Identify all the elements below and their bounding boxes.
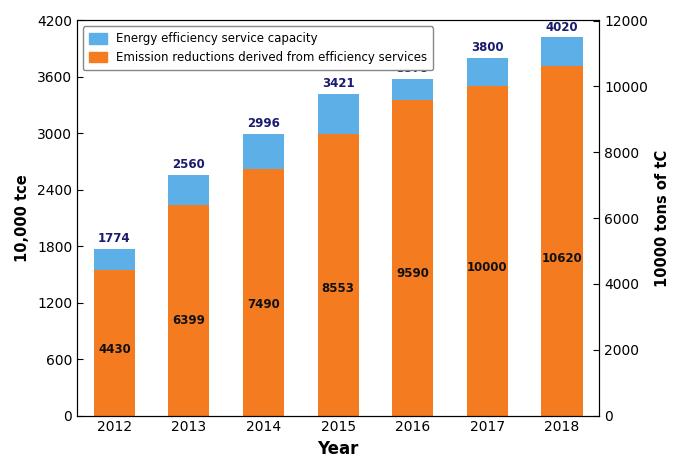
- Text: 1774: 1774: [98, 232, 131, 245]
- Text: 9590: 9590: [397, 267, 429, 280]
- Bar: [169, 175, 210, 205]
- Text: 10000: 10000: [467, 261, 508, 274]
- Bar: [318, 94, 359, 134]
- Bar: [467, 58, 508, 87]
- Bar: [94, 270, 135, 416]
- Bar: [318, 134, 359, 416]
- Text: 2560: 2560: [173, 158, 206, 171]
- Bar: [393, 79, 434, 100]
- Text: 2996: 2996: [247, 117, 280, 130]
- Text: 7490: 7490: [247, 298, 280, 311]
- Text: 10620: 10620: [542, 252, 582, 265]
- Text: 6399: 6399: [173, 314, 206, 327]
- Text: 8553: 8553: [322, 282, 355, 295]
- Text: 3800: 3800: [471, 41, 503, 54]
- Text: 3579: 3579: [397, 62, 429, 75]
- Bar: [169, 205, 210, 416]
- Bar: [542, 66, 582, 416]
- Bar: [243, 169, 284, 416]
- Text: 3421: 3421: [322, 77, 355, 90]
- Bar: [467, 87, 508, 416]
- X-axis label: Year: Year: [318, 440, 359, 458]
- Legend: Energy efficiency service capacity, Emission reductions derived from efficiency : Energy efficiency service capacity, Emis…: [83, 26, 433, 70]
- Bar: [243, 134, 284, 169]
- Bar: [393, 100, 434, 416]
- Y-axis label: 10000 tons of tC: 10000 tons of tC: [655, 149, 670, 287]
- Bar: [94, 249, 135, 270]
- Bar: [542, 37, 582, 66]
- Text: 4020: 4020: [546, 21, 578, 34]
- Y-axis label: 10,000 tce: 10,000 tce: [15, 174, 30, 262]
- Text: 4430: 4430: [98, 343, 131, 357]
